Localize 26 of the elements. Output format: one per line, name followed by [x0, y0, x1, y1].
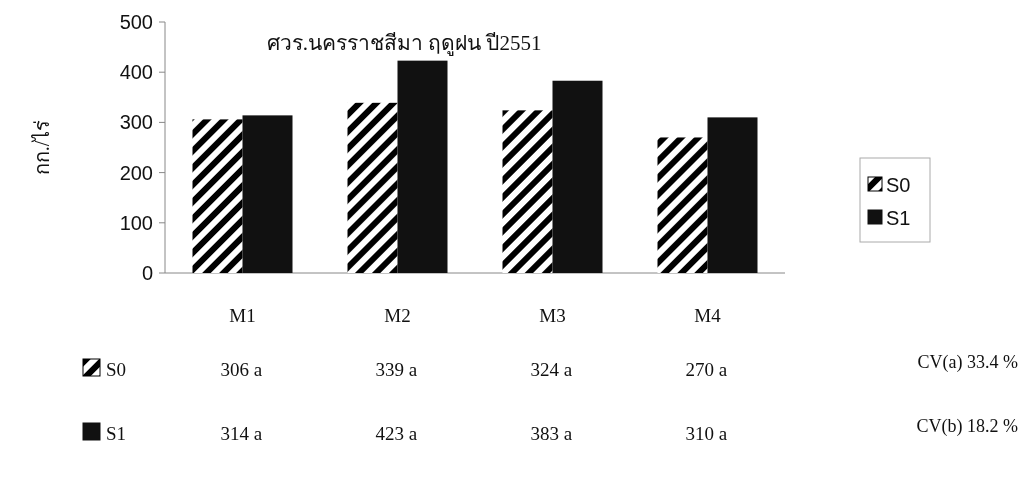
y-tick-label: 300 — [119, 111, 153, 134]
x-tick-label: M1 — [229, 305, 256, 326]
text: CV(a) 33.4 % — [917, 352, 1018, 373]
y-tick-label: 400 — [119, 61, 153, 84]
x-tick-label: M2 — [384, 305, 411, 326]
text: CV(b) 18.2 % — [916, 416, 1018, 437]
legend-label: S0 — [106, 359, 127, 380]
legend-label: S1 — [886, 207, 911, 229]
chart-title: ศวร.นครราชสีมา ฤดูฝน ปี2551 — [266, 31, 542, 56]
x-tick-label: M4 — [694, 305, 722, 326]
data-label: 306 a — [220, 359, 263, 380]
data-label: 423 a — [375, 423, 418, 444]
y-axis-title: กก./ไร่ — [31, 119, 53, 176]
text: S0 — [886, 174, 911, 196]
data-label: 339 a — [375, 359, 418, 380]
data-label: 310 a — [685, 423, 728, 444]
data-label: 314 a — [220, 423, 263, 444]
y-tick-label: 500 — [119, 11, 153, 33]
y-tick-label: 0 — [141, 262, 153, 284]
data-label: 383 a — [530, 423, 573, 444]
y-tick-label: 100 — [119, 211, 153, 234]
data-label: 324 a — [530, 359, 573, 380]
y-tick-label: 200 — [119, 161, 153, 184]
data-label: 270 a — [685, 359, 728, 380]
x-tick-label: M3 — [539, 305, 566, 326]
text: S1 — [106, 423, 127, 444]
